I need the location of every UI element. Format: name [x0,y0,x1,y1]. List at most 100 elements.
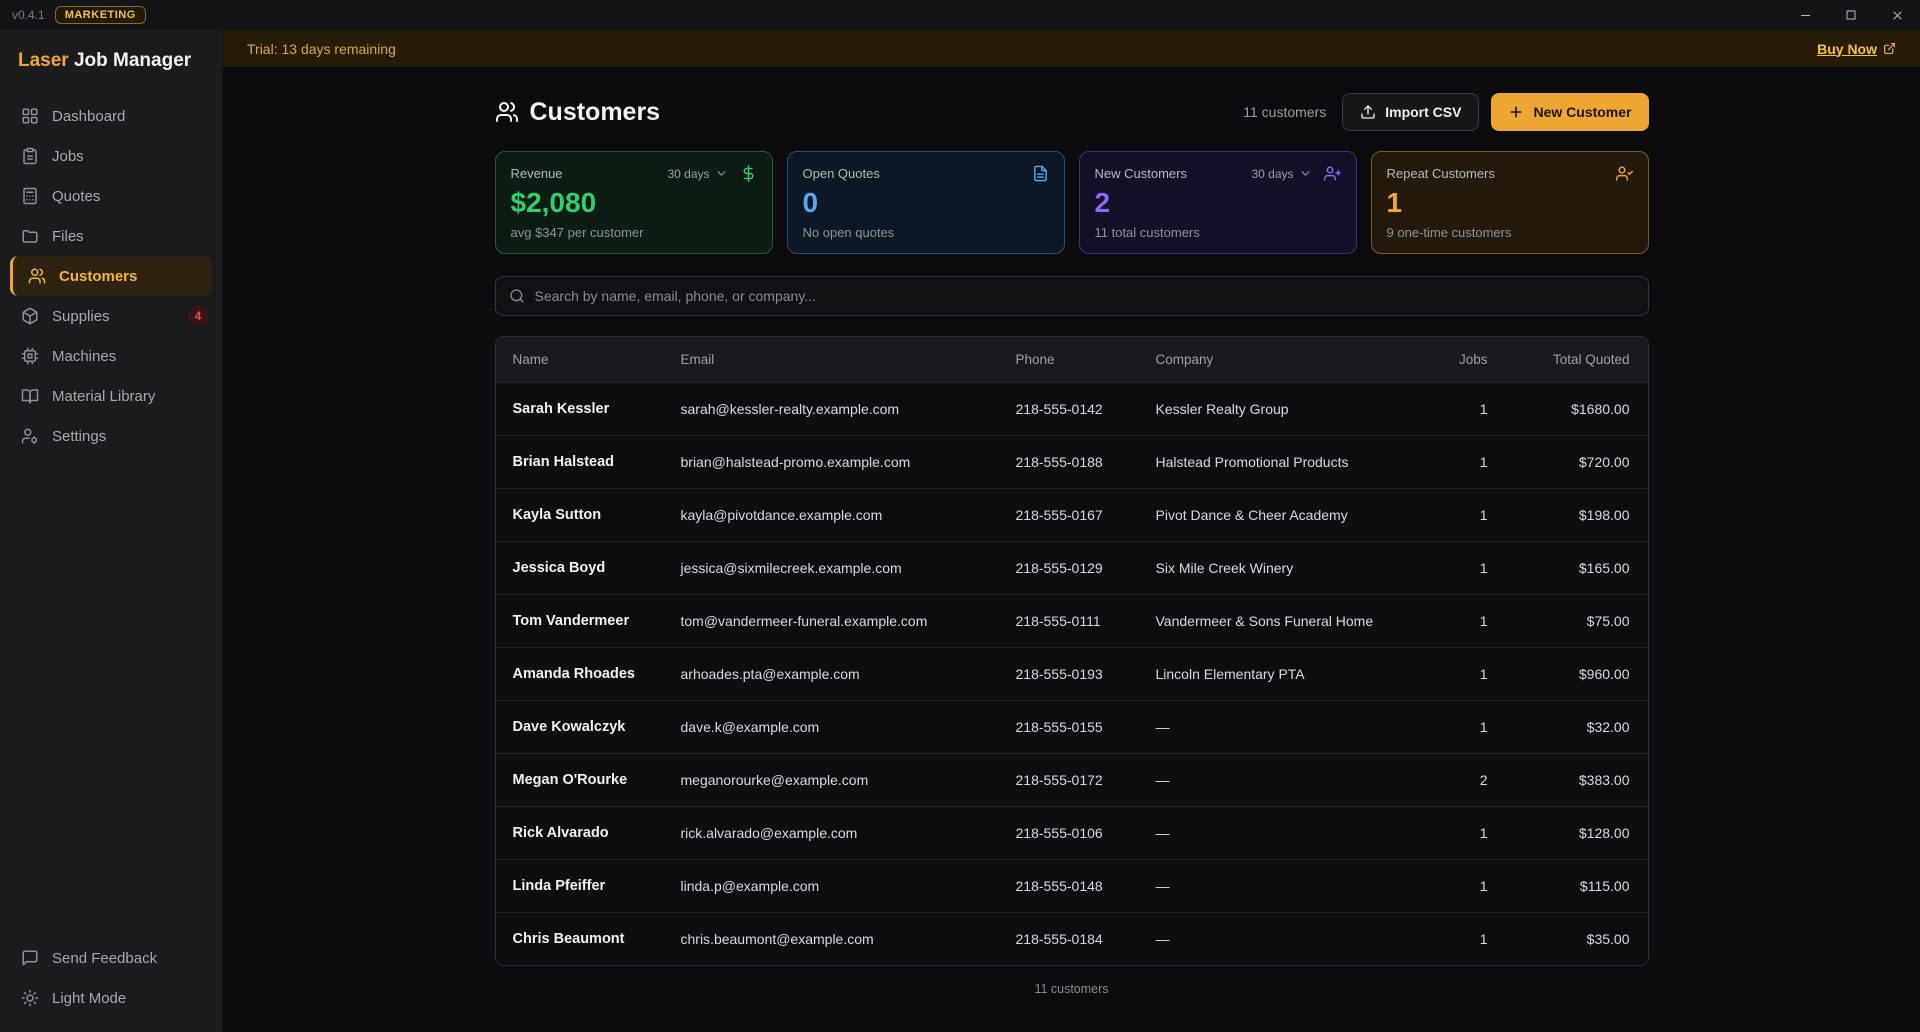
upload-icon [1360,104,1376,120]
book-open-icon [21,387,39,405]
main-content: Customers 11 customers Import CSV [223,67,1920,1032]
repeat-customers-label: Repeat Customers [1386,166,1495,181]
users-icon [28,267,46,285]
folder-icon [21,227,39,245]
table-header: Name Email Phone Company Jobs Total Quot… [495,336,1648,382]
cell-phone: 218-555-0148 [1015,877,1103,894]
search-input[interactable] [534,287,1635,304]
sidebar-item-label: Dashboard [52,107,126,125]
light-mode-toggle[interactable]: Light Mode [0,978,222,1018]
cell-total: $720.00 [1578,453,1630,470]
sidebar-item-label: Settings [52,427,107,445]
page-title: Customers [529,97,661,126]
cell-jobs: 1 [1479,930,1488,947]
table-row[interactable]: Brian Halstead brian@halstead-promo.exam… [495,434,1648,488]
repeat-customers-sub: 9 one-time customers [1386,224,1512,240]
table-row[interactable]: Dave Kowalczyk dave.k@example.com 218-55… [495,699,1648,753]
cell-email: dave.k@example.com [680,718,820,735]
revenue-period-select[interactable]: 30 days [667,167,727,181]
buy-now-link[interactable]: Buy Now [1817,41,1896,57]
revenue-label: Revenue [510,166,563,181]
logo-rest: Job Manager [68,50,192,71]
table-row[interactable]: Linda Pfeiffer linda.p@example.com 218-5… [495,858,1648,912]
sidebar-item-material-library[interactable]: Material Library [0,376,222,416]
page-header: Customers 11 customers Import CSV [495,93,1649,131]
cell-phone: 218-555-0129 [1015,559,1103,576]
cell-jobs: 1 [1479,400,1488,417]
cell-jobs: 2 [1479,771,1488,788]
cell-total: $960.00 [1578,665,1630,682]
table-row[interactable]: Megan O'Rourke meganorourke@example.com … [495,752,1648,806]
sidebar-item-files[interactable]: Files [0,216,222,256]
cell-company: Kessler Realty Group [1155,400,1289,417]
column-header-jobs: Jobs [1458,351,1488,367]
table-row[interactable]: Chris Beaumont chris.beaumont@example.co… [495,911,1648,965]
sidebar-item-settings[interactable]: Settings [0,416,222,456]
cell-name: Brian Halstead [512,453,615,470]
cell-name: Chris Beaumont [512,930,625,947]
cell-total: $1680.00 [1571,400,1630,417]
close-button[interactable] [1874,0,1920,30]
send-feedback-button[interactable]: Send Feedback [0,938,222,978]
sidebar-item-customers[interactable]: Customers [10,256,212,296]
cell-phone: 218-555-0172 [1015,771,1103,788]
sidebar-item-machines[interactable]: Machines [0,336,222,376]
sidebar-item-label: Supplies [52,307,110,325]
cell-phone: 218-555-0111 [1015,612,1101,629]
customers-table: Name Email Phone Company Jobs Total Quot… [494,335,1649,966]
maximize-button[interactable] [1828,0,1874,30]
cell-email: sarah@kessler-realty.example.com [680,400,900,417]
revenue-sub: avg $347 per customer [510,224,644,240]
search-bar [494,275,1649,316]
column-header-total-quoted: Total Quoted [1552,351,1630,367]
new-customers-card: New Customers 30 days 2 [1078,151,1357,254]
cell-company: Vandermeer & Sons Funeral Home [1155,612,1374,629]
cell-name: Rick Alvarado [512,824,609,841]
cell-phone: 218-555-0106 [1015,824,1103,841]
repeat-customers-card: Repeat Customers 1 9 one-time customers [1370,151,1649,254]
cell-total: $115.00 [1579,877,1630,894]
revenue-value: $2,080 [510,187,597,218]
cell-jobs: 1 [1479,877,1488,894]
new-customer-label: New Customer [1533,104,1632,120]
cell-phone: 218-555-0184 [1015,930,1103,947]
table-row[interactable]: Rick Alvarado rick.alvarado@example.com … [495,805,1648,859]
layout-grid-icon [21,107,39,125]
open-quotes-card: Open Quotes 0 No open quotes [786,151,1065,254]
cell-total: $128.00 [1578,824,1630,841]
app-version: v0.4.1 [12,8,45,22]
trial-banner-text: Trial: 13 days remaining [247,40,396,57]
cell-jobs: 1 [1479,718,1488,735]
user-plus-icon [1323,165,1341,182]
cell-name: Jessica Boyd [512,559,606,576]
new-customer-button[interactable]: New Customer [1491,93,1649,131]
table-row[interactable]: Sarah Kessler sarah@kessler-realty.examp… [495,381,1648,435]
table-row[interactable]: Amanda Rhoades arhoades.pta@example.com … [495,646,1648,700]
cell-jobs: 1 [1479,665,1488,682]
cell-total: $165.00 [1578,559,1630,576]
sidebar-item-quotes[interactable]: Quotes [0,176,222,216]
cell-company: — [1155,718,1170,735]
cpu-icon [21,347,39,365]
sidebar-item-supplies[interactable]: Supplies 4 [0,296,222,336]
import-csv-button[interactable]: Import CSV [1342,93,1480,131]
cell-email: brian@halstead-promo.example.com [680,453,911,470]
sidebar-item-dashboard[interactable]: Dashboard [0,96,222,136]
cell-email: kayla@pivotdance.example.com [680,506,883,523]
cell-company: — [1155,824,1170,841]
table-footer-count: 11 customers [1034,981,1109,996]
cell-jobs: 1 [1479,824,1488,841]
cell-name: Dave Kowalczyk [512,718,626,735]
minimize-button[interactable] [1782,0,1828,30]
table-row[interactable]: Tom Vandermeer tom@vandermeer-funeral.ex… [495,593,1648,647]
sun-icon [21,989,39,1007]
new-customers-period-select[interactable]: 30 days [1251,167,1311,181]
supplies-count-badge: 4 [188,306,208,326]
cell-jobs: 1 [1479,506,1488,523]
table-row[interactable]: Jessica Boyd jessica@sixmilecreek.exampl… [495,540,1648,594]
sidebar: Laser Job Manager Dashboard Jobs Quotes [0,30,223,1032]
stats-row: Revenue 30 days $2,080 [494,151,1649,254]
table-row[interactable]: Kayla Sutton kayla@pivotdance.example.co… [495,487,1648,541]
sidebar-item-jobs[interactable]: Jobs [0,136,222,176]
cell-phone: 218-555-0155 [1015,718,1103,735]
